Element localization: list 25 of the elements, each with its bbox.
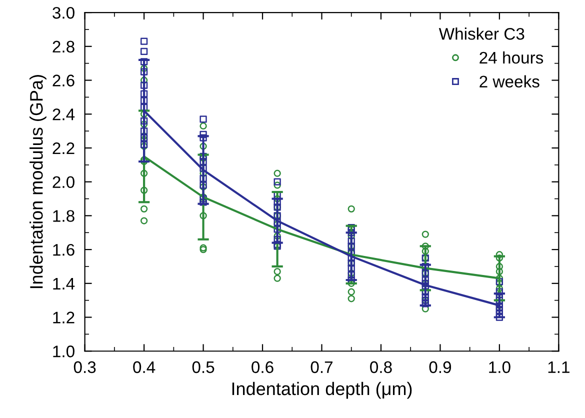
legend-label: 24 hours [480,51,544,64]
y-tick-label: 3.0 [52,6,74,19]
x-tick-label: 0.4 [133,361,156,374]
x-tick-label: 0.9 [429,361,452,374]
y-tick-label: 1.6 [53,244,74,256]
y-tick-label: 2.4 [52,108,75,120]
legend-label: 2 weeks [480,75,540,88]
x-tick-label: 0.5 [192,361,214,374]
y-tick-label: 1.2 [53,312,74,324]
y-axis-title: Indentation modulus (GPa) [30,75,46,288]
y-tick-label: 1.0 [53,346,74,358]
y-tick-label: 2.6 [52,74,74,86]
y-tick-label: 1.4 [53,278,75,290]
x-tick-label: 0.6 [252,361,274,374]
x-tick-label: 0.8 [370,361,392,374]
x-tick-label: 1.1 [548,361,570,373]
y-tick-label: 1.8 [53,210,74,222]
x-tick-label: 1.0 [489,361,510,374]
y-tick-label: 2.8 [52,40,74,53]
x-axis-title: Indentation depth (μm) [232,382,412,399]
x-tick-label: 0.3 [74,361,96,374]
x-tick-label: 0.7 [310,361,332,374]
y-tick-label: 2.0 [52,176,74,188]
y-tick-label: 2.2 [52,142,74,154]
legend-title: Whisker C3 [438,28,524,40]
